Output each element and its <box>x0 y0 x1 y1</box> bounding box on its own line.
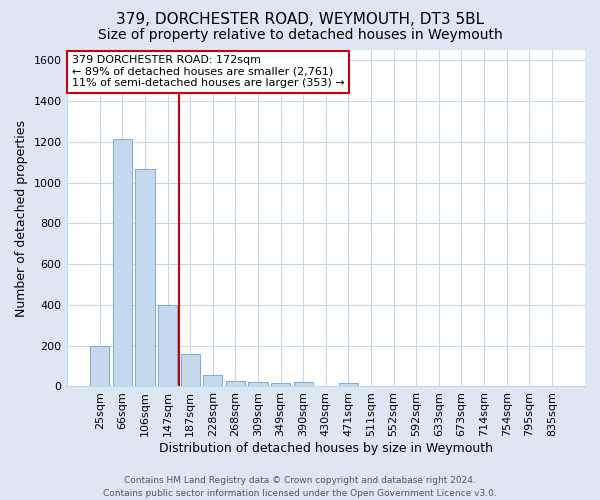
Text: 379 DORCHESTER ROAD: 172sqm
← 89% of detached houses are smaller (2,761)
11% of : 379 DORCHESTER ROAD: 172sqm ← 89% of det… <box>72 55 344 88</box>
Bar <box>181 354 200 386</box>
Text: Contains HM Land Registry data © Crown copyright and database right 2024.
Contai: Contains HM Land Registry data © Crown c… <box>103 476 497 498</box>
Text: Size of property relative to detached houses in Weymouth: Size of property relative to detached ho… <box>98 28 502 42</box>
Bar <box>226 382 245 386</box>
X-axis label: Distribution of detached houses by size in Weymouth: Distribution of detached houses by size … <box>159 442 493 455</box>
Bar <box>158 305 177 386</box>
Y-axis label: Number of detached properties: Number of detached properties <box>15 120 28 316</box>
Bar <box>293 382 313 386</box>
Text: 379, DORCHESTER ROAD, WEYMOUTH, DT3 5BL: 379, DORCHESTER ROAD, WEYMOUTH, DT3 5BL <box>116 12 484 28</box>
Bar <box>90 346 109 387</box>
Bar <box>113 138 132 386</box>
Bar <box>271 384 290 386</box>
Bar <box>339 383 358 386</box>
Bar <box>136 170 155 386</box>
Bar <box>203 375 223 386</box>
Bar <box>248 382 268 386</box>
